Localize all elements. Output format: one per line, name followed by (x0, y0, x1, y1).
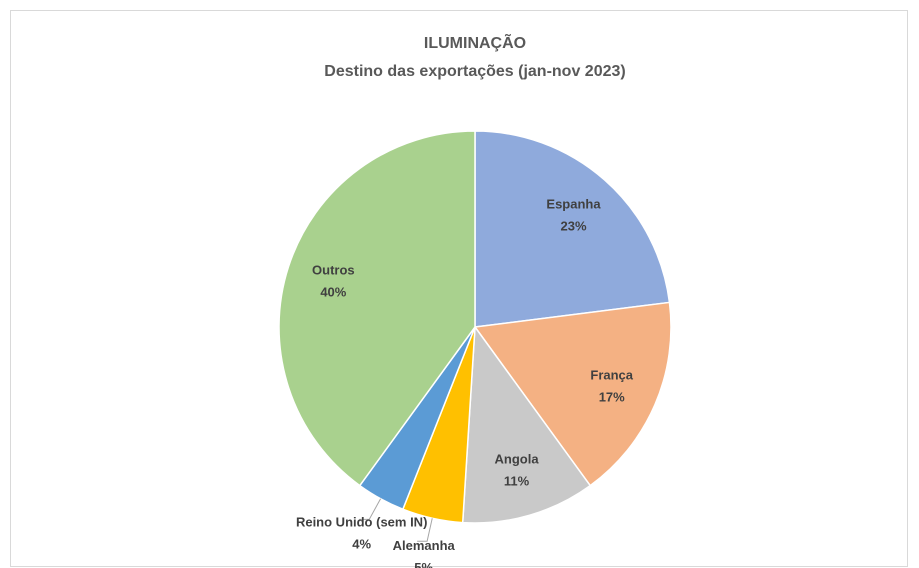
data-label-name: França (590, 368, 633, 383)
data-label-value: 5% (414, 560, 433, 568)
pie-slice (473, 301, 672, 487)
leader-line (417, 518, 433, 542)
data-label-value: 40% (320, 284, 346, 299)
data-label-name: Angola (495, 451, 540, 466)
data-label-value: 17% (599, 390, 625, 405)
data-label-value: 11% (504, 473, 530, 488)
data-label-value: 23% (560, 219, 586, 234)
data-label-name: Espanha (546, 197, 601, 212)
data-label-value: 4% (352, 537, 371, 552)
chart-subtitle: Destino das exportações (jan-nov 2023) (324, 63, 625, 80)
pie-slice (461, 324, 592, 524)
data-label-name: Reino Unido (sem IN) (296, 515, 427, 530)
chart-title: ILUMINAÇÃO (424, 32, 526, 52)
data-label-name: Outros (312, 262, 355, 277)
data-label-name: Alemanha (393, 538, 456, 553)
pie-slice (278, 130, 476, 487)
pie-slice (474, 130, 671, 328)
leader-line (359, 498, 382, 520)
